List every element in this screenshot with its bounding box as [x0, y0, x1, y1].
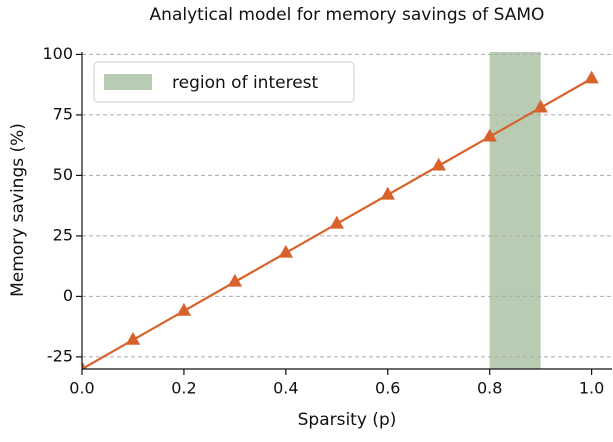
marker	[125, 331, 141, 345]
y-tick-label: 75	[53, 104, 73, 123]
marker	[227, 273, 243, 287]
legend-box	[93, 61, 355, 103]
y-tick-label: 25	[53, 225, 73, 244]
marker	[176, 302, 192, 316]
x-tick-label: 0.8	[477, 379, 502, 398]
marker	[584, 70, 599, 84]
y-tick-label: 100	[42, 44, 73, 63]
marker	[482, 128, 497, 142]
marker	[533, 99, 548, 113]
region-of-interest	[489, 52, 541, 369]
legend-swatch	[104, 74, 152, 90]
x-tick-label: 0.0	[69, 379, 94, 398]
marker	[380, 186, 395, 200]
marker	[278, 244, 294, 258]
y-axis-label: Memory savings (%)	[8, 123, 28, 297]
legend-label: region of interest	[172, 73, 319, 93]
marker	[329, 215, 345, 229]
y-tick-label: 0	[63, 286, 73, 305]
x-tick-label: 0.2	[171, 379, 196, 398]
x-tick-label: 0.4	[273, 379, 298, 398]
x-axis-label: Sparsity (p)	[298, 410, 397, 430]
plot-area	[82, 52, 612, 369]
x-tick-label: 1.0	[579, 379, 604, 398]
y-tick-label: -25	[47, 346, 73, 365]
y-tick-label: 50	[53, 165, 73, 184]
x-tick-label: 0.6	[375, 379, 400, 398]
marker	[431, 157, 446, 171]
chart-title: Analytical model for memory savings of S…	[150, 5, 545, 25]
marker	[82, 361, 87, 369]
